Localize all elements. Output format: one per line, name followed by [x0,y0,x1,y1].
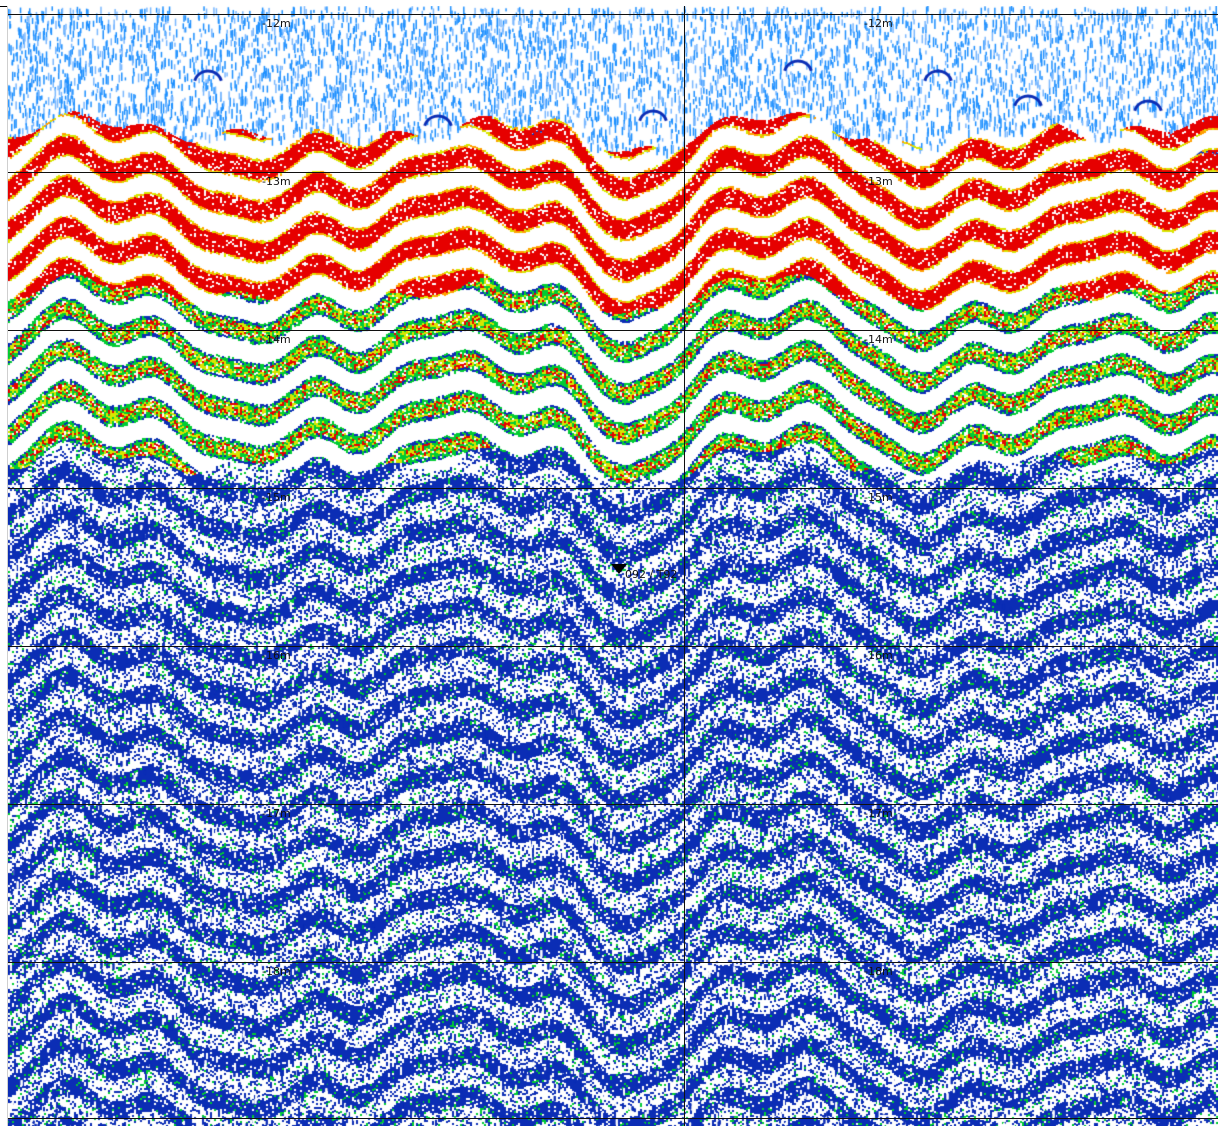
depth-gridline-13m [8,172,1218,173]
depth-label-left: -15m [262,491,291,504]
depth-gridline-15m [8,488,1218,489]
depth-gridline-17m [8,804,1218,805]
triangle-down-icon[interactable] [611,564,627,574]
corner-tick [0,6,8,7]
depth-label-left: -12m [262,17,291,30]
depth-label-left: -17m [262,807,291,820]
depth-label-left: -13m [262,175,291,188]
depth-label-right: -14m [864,333,893,346]
left-edge-border [7,6,8,1126]
depth-label-right: -18m [864,965,893,978]
target-marker-label: 092 / T92 [625,568,678,581]
depth-gridline-12m [8,14,1218,15]
depth-label-left: -16m [262,649,291,662]
depth-label-left: -14m [262,333,291,346]
depth-gridline-14m [8,330,1218,331]
depth-label-right: -12m [864,17,893,30]
depth-label-right: -13m [864,175,893,188]
depth-gridline-16m [8,646,1218,647]
depth-label-right: -17m [864,807,893,820]
depth-label-left: -18m [262,965,291,978]
depth-gridline-bottom [8,1118,1218,1119]
echogram-stage[interactable]: -12m -13m -14m -15m -16m -17m -18m -12m … [8,6,1218,1126]
depth-label-right: -16m [864,649,893,662]
depth-gridline-18m [8,962,1218,963]
pane-divider-line [684,6,685,1126]
depth-label-right: -15m [864,491,893,504]
